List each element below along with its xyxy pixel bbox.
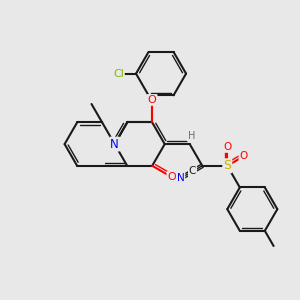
Text: N: N <box>110 138 119 151</box>
Text: O: O <box>148 95 157 105</box>
Text: C: C <box>189 167 196 176</box>
Text: O: O <box>167 172 176 182</box>
Text: O: O <box>239 152 248 161</box>
Text: N: N <box>177 173 184 183</box>
Text: S: S <box>223 159 231 172</box>
Text: Cl: Cl <box>113 69 124 79</box>
Text: H: H <box>188 131 195 141</box>
Text: O: O <box>223 142 231 152</box>
